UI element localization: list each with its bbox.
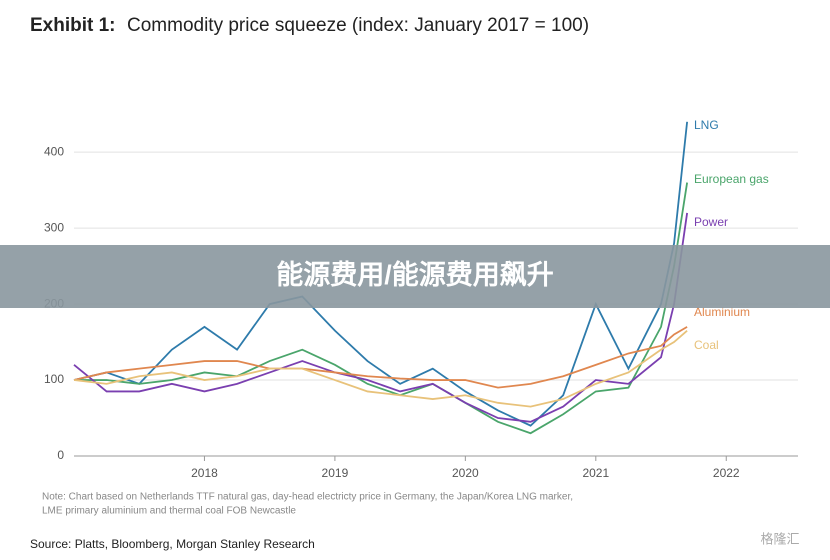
series-line xyxy=(73,121,689,427)
legend-label: LNG xyxy=(694,118,719,132)
series-line xyxy=(73,212,689,423)
banner-bg xyxy=(0,245,830,308)
watermark: 格隆汇 xyxy=(760,531,799,546)
legend-label: Coal xyxy=(694,338,719,352)
y-tick-label: 400 xyxy=(44,144,64,158)
x-tick-label: 2020 xyxy=(452,466,479,480)
y-tick-label: 100 xyxy=(44,372,64,386)
banner: 能源费用/能源费用飙升 xyxy=(276,259,554,290)
x-tick-label: 2019 xyxy=(322,466,349,480)
x-tick-label: 2018 xyxy=(191,466,218,480)
x-tick-label: 2021 xyxy=(582,466,609,480)
source: Source: Platts, Bloomberg, Morgan Stanle… xyxy=(30,537,315,551)
chart-title: Exhibit 1: xyxy=(30,15,116,36)
y-tick-label: 0 xyxy=(57,448,64,462)
legend-label: Aluminium xyxy=(694,305,750,319)
legend-label: Power xyxy=(694,215,728,229)
note: Note: Chart based on Netherlands TTF nat… xyxy=(42,492,573,503)
legend-label: European gas xyxy=(694,172,769,186)
series-line xyxy=(73,329,688,408)
chart-subtitle: Commodity price squeeze (index: January … xyxy=(127,15,589,36)
x-tick-label: 2022 xyxy=(713,466,740,480)
note: LME primary aluminium and thermal coal F… xyxy=(42,506,296,517)
series-line xyxy=(73,326,688,389)
y-tick-label: 300 xyxy=(44,220,64,234)
